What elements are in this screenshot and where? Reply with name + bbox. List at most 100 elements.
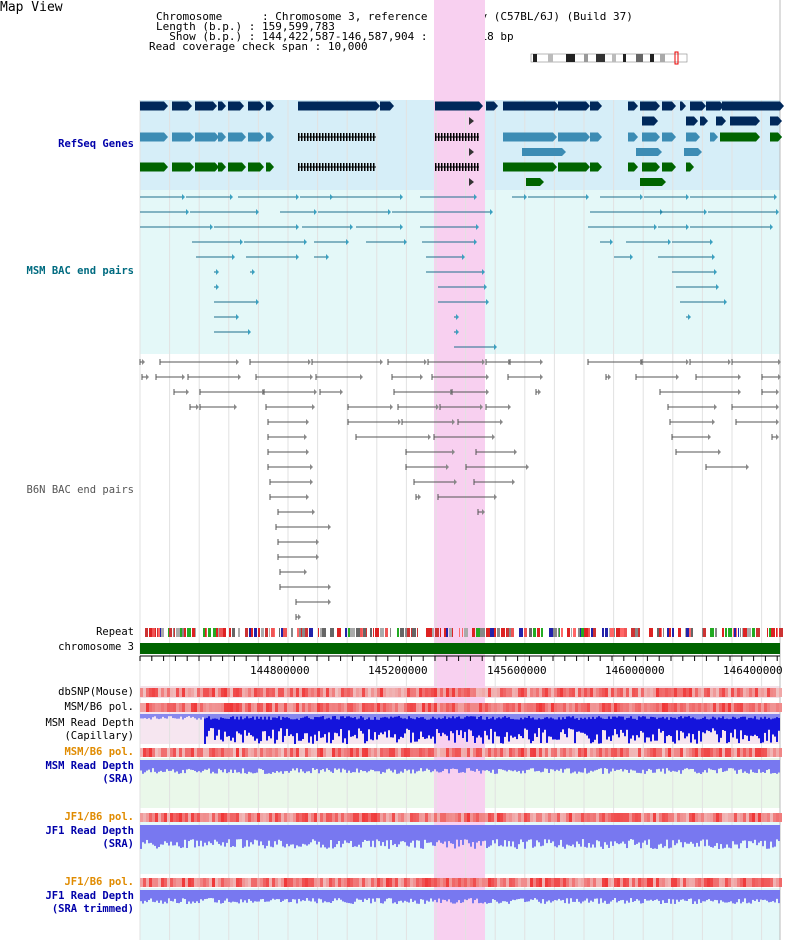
repeat-element (779, 628, 783, 637)
heat-cell (149, 813, 152, 822)
depth-bar (450, 890, 452, 903)
depth-bar (526, 825, 528, 842)
depth-bar (702, 714, 704, 718)
depth-bar (248, 714, 250, 719)
depth-bar (356, 890, 358, 899)
depth-bar (160, 760, 162, 771)
heat-cell (185, 748, 188, 757)
depth-bar (664, 714, 666, 744)
repeat-element (736, 628, 737, 637)
depth-bar (482, 825, 484, 842)
repeat-element (291, 628, 293, 637)
depth-bar (198, 714, 200, 719)
gene-exon (456, 163, 458, 171)
heat-cell (500, 813, 503, 822)
heat-cell (386, 748, 389, 757)
heat-cell (776, 878, 779, 887)
depth-bar (540, 714, 542, 744)
depth-bar (314, 825, 316, 841)
depth-bar (572, 825, 574, 845)
repeat-element (715, 628, 717, 637)
repeat-element (620, 628, 624, 637)
depth-bar (680, 760, 682, 774)
heat-cell (401, 748, 404, 757)
heat-cell (527, 703, 530, 712)
heat-cell (197, 688, 200, 697)
heat-cell (269, 703, 272, 712)
repeat-element (490, 628, 494, 637)
depth-bar (696, 714, 698, 744)
bac-end (462, 254, 465, 260)
heat-cell (185, 813, 188, 822)
depth-bar (330, 714, 332, 744)
depth-bar (700, 760, 702, 774)
depth-bar (488, 890, 490, 904)
heat-cell (434, 748, 437, 757)
heat-cell (521, 748, 524, 757)
heat-cell (173, 703, 176, 712)
heat-cell (734, 703, 737, 712)
depth-bar (436, 714, 438, 730)
depth-bar (300, 714, 302, 719)
depth-bar (238, 714, 240, 734)
repeat-element (168, 628, 169, 637)
depth-bar (668, 825, 670, 849)
depth-bar (530, 714, 532, 744)
depth-bar (556, 890, 558, 901)
repeat-element (320, 628, 322, 637)
depth-bar (278, 760, 280, 773)
depth-bar (588, 714, 590, 739)
depth-bar (454, 760, 456, 770)
depth-bar (320, 890, 322, 900)
depth-bar (190, 825, 192, 840)
heat-cell (305, 813, 308, 822)
heat-cell (548, 748, 551, 757)
depth-bar (434, 825, 436, 846)
depth-bar (408, 890, 410, 903)
heat-cell (422, 813, 425, 822)
depth-bar (698, 714, 700, 731)
depth-bar (276, 890, 278, 900)
depth-bar (558, 714, 560, 740)
depth-bar (556, 714, 558, 720)
depth-bar (206, 825, 208, 846)
depth-bar (148, 760, 150, 770)
depth-bar (600, 760, 602, 769)
heat-cell (665, 813, 668, 822)
depth-bar (300, 714, 302, 741)
gene-exon (325, 163, 327, 171)
repeat-element (432, 628, 434, 637)
depth-bar (146, 825, 148, 840)
b6n-end (776, 389, 779, 395)
depth-bar (770, 714, 772, 743)
bac-end (640, 194, 643, 200)
heat-cell (674, 688, 677, 697)
heat-cell (578, 688, 581, 697)
heat-cell (458, 748, 461, 757)
heat-cell (143, 878, 146, 887)
heat-cell (392, 703, 395, 712)
gene-arrow (164, 132, 168, 142)
gene-block (218, 101, 222, 111)
depth-bar (616, 714, 618, 735)
heat-cell (143, 688, 146, 697)
depth-bar (200, 760, 202, 773)
heat-cell (482, 878, 485, 887)
depth-bar (680, 714, 682, 732)
depth-bar (364, 760, 366, 772)
heat-cell (335, 688, 338, 697)
heat-cell (602, 748, 605, 757)
depth-bar (658, 890, 660, 901)
depth-bar (478, 714, 480, 718)
heat-cell (569, 688, 572, 697)
bac-end (476, 224, 479, 230)
depth-bar (574, 714, 576, 744)
heat-cell (353, 703, 356, 712)
depth-bar (676, 714, 678, 720)
depth-bar (316, 714, 318, 718)
depth-bar (418, 714, 420, 740)
depth-bar (574, 714, 576, 719)
repeat-element (380, 628, 381, 637)
heat-cell (392, 813, 395, 822)
